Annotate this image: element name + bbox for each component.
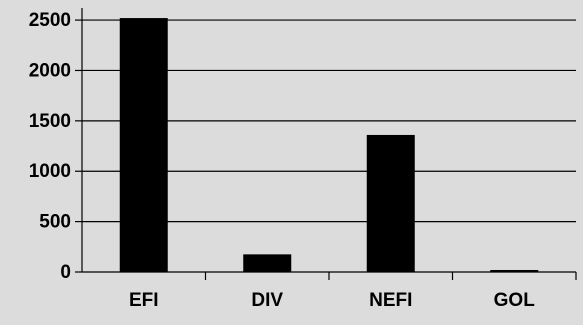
bar-div	[243, 254, 292, 272]
y-tick-label: 1500	[29, 111, 71, 132]
bar-efi	[119, 18, 168, 272]
x-tick-labels: EFI DIV NEFI GOL	[129, 290, 535, 311]
axes	[75, 8, 577, 280]
x-tick-label: GOL	[494, 290, 536, 311]
y-tick-label: 2000	[29, 60, 71, 81]
bar-gol	[490, 269, 539, 272]
y-tick-label: 500	[39, 212, 71, 233]
y-tick-label: 2500	[29, 10, 71, 31]
y-tick-label: 0	[60, 262, 71, 283]
bar-nefi	[366, 134, 415, 272]
y-tick-labels: 0 500 1000 1500 2000 2500	[29, 10, 71, 283]
x-tick-label: DIV	[251, 290, 283, 311]
y-tick-label: 1000	[29, 161, 71, 182]
x-tick-label: NEFI	[369, 290, 412, 311]
bars	[119, 18, 539, 272]
x-tick-label: EFI	[129, 290, 159, 311]
